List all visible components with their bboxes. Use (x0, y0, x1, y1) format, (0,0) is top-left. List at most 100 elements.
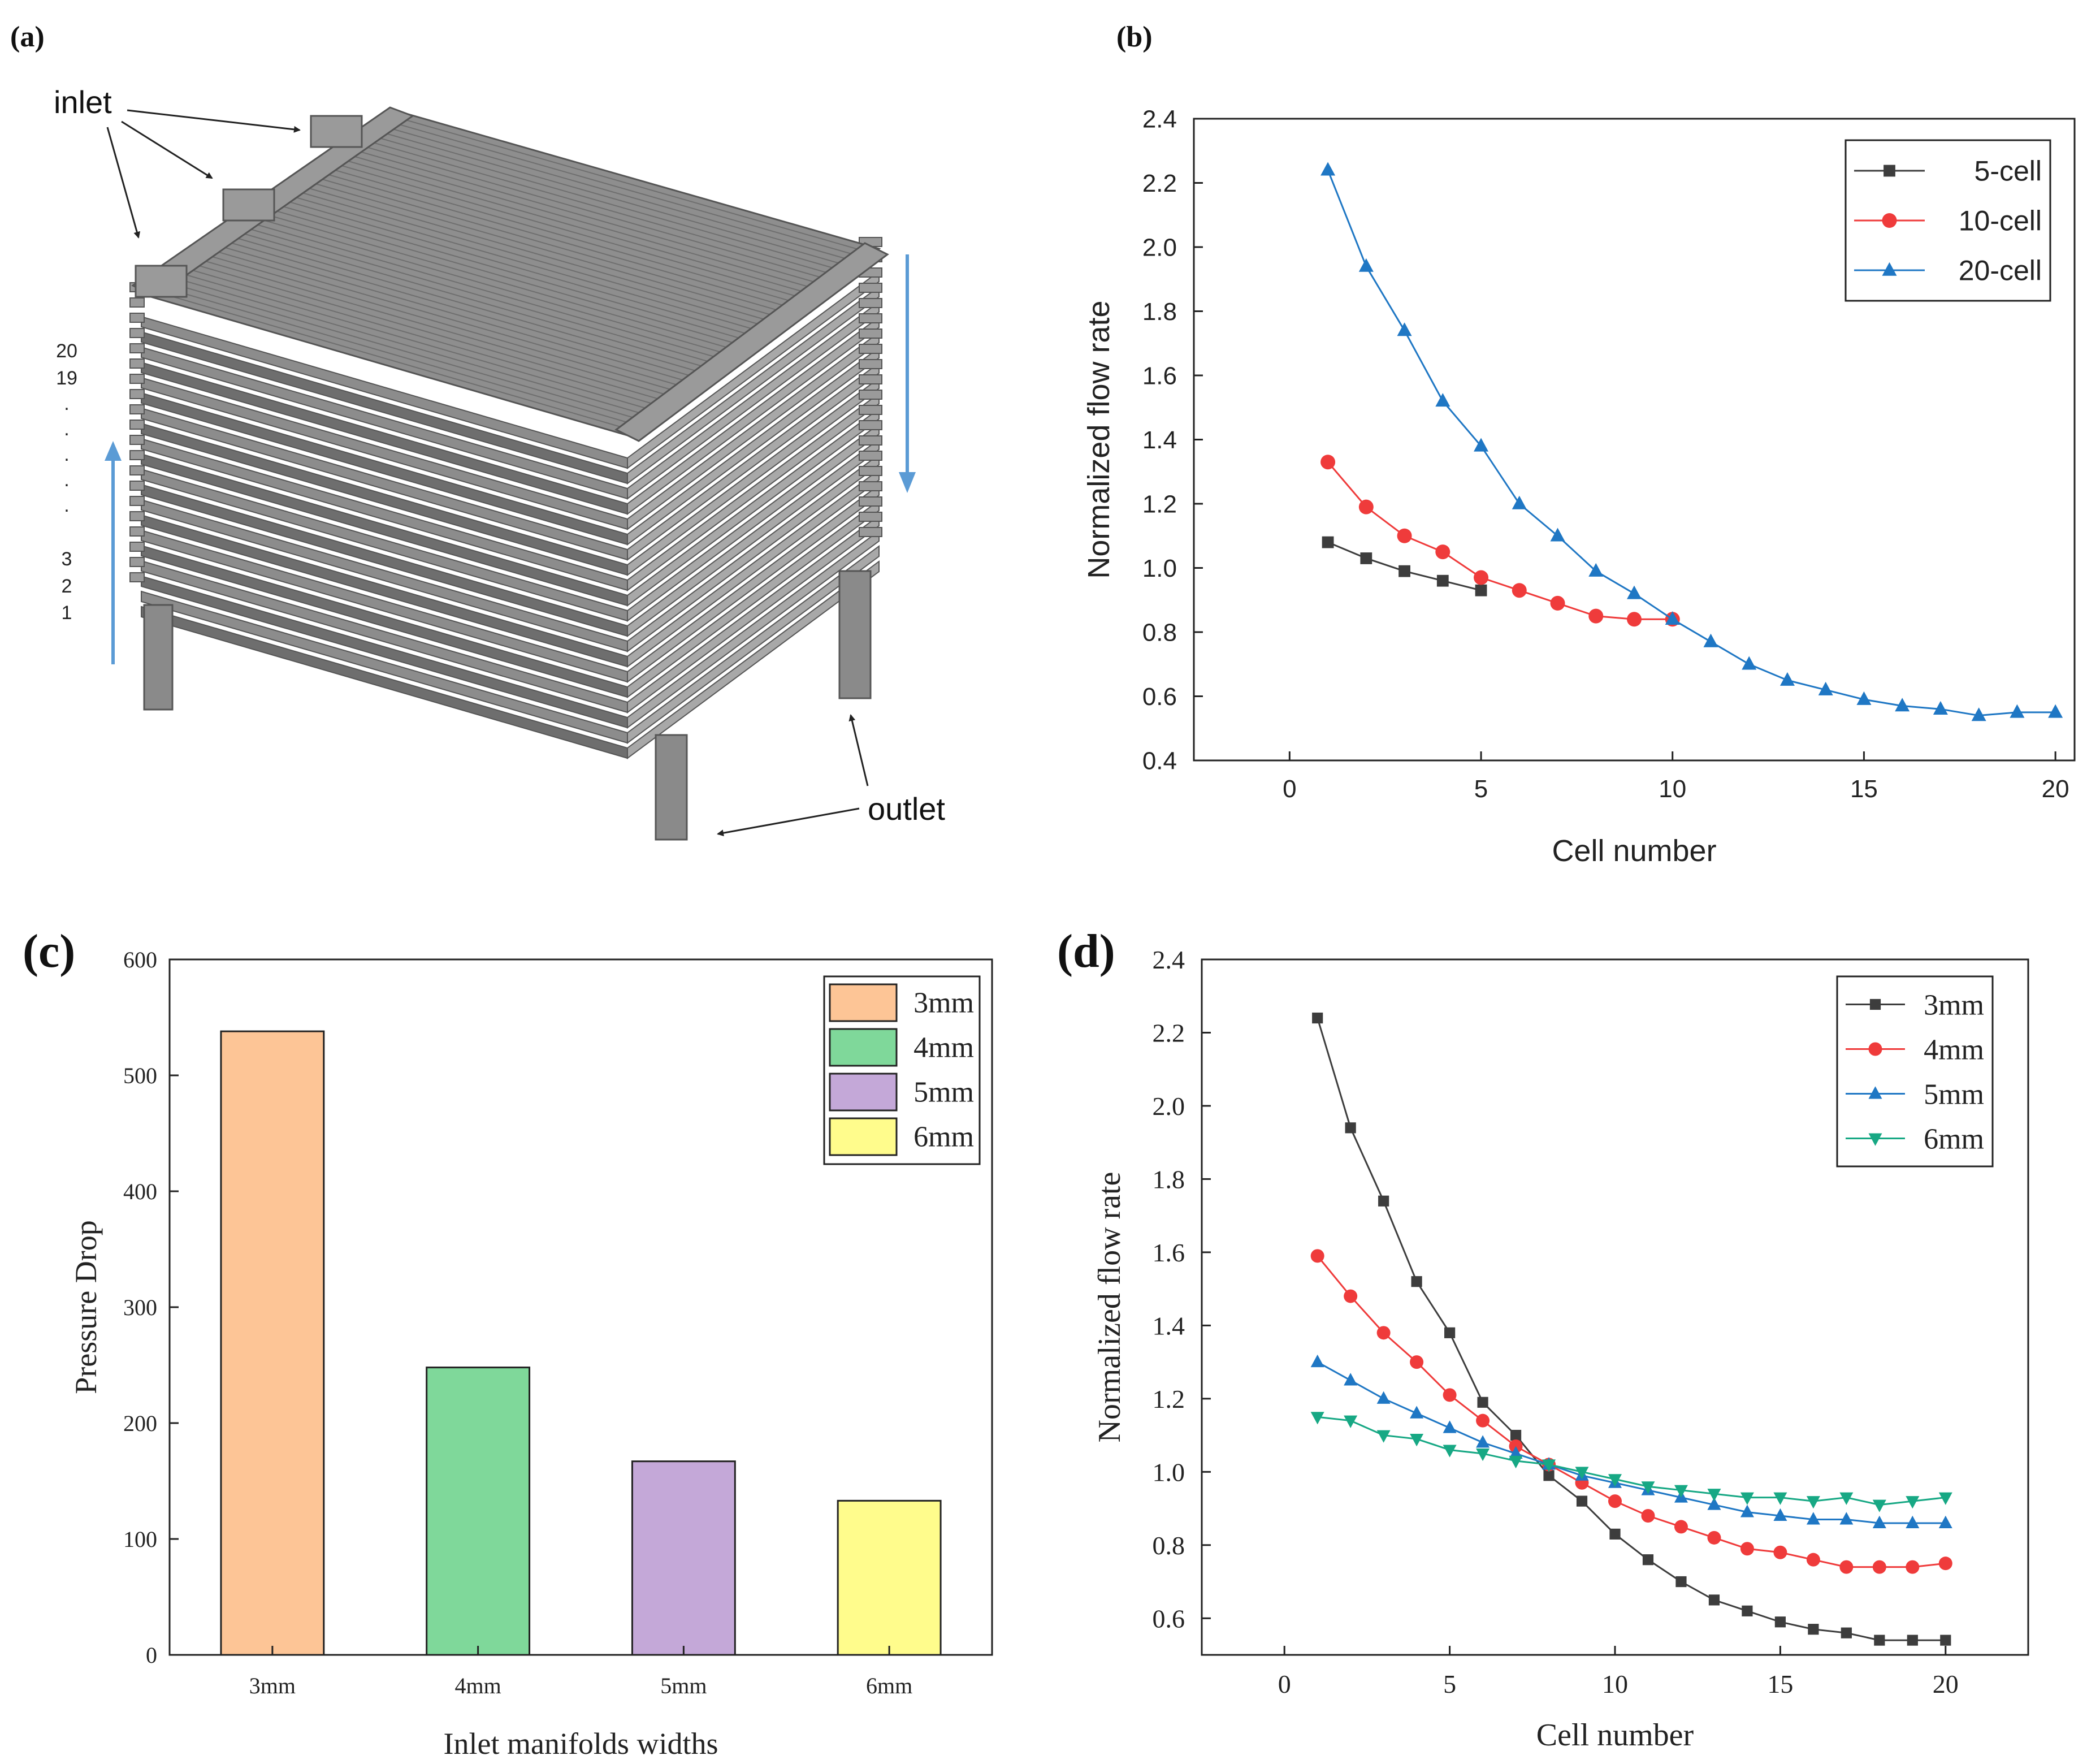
top-plate-channel (311, 176, 791, 315)
stack-plate-edge (129, 404, 145, 414)
series-line (1327, 170, 2056, 717)
data-point-marker (1510, 1429, 1522, 1441)
data-point-marker (1477, 1396, 1488, 1408)
outlet-manifold-ridge (614, 242, 889, 442)
top-plate-channel (240, 226, 722, 366)
data-point-marker (1358, 499, 1374, 514)
data-point-marker (1818, 681, 1833, 695)
panel-label-b: (b) (1116, 21, 1153, 53)
stack-plate-edge (859, 481, 882, 491)
y-tick-label: 0.6 (1153, 1604, 1185, 1633)
data-point-marker (1895, 698, 1910, 712)
y-tick-label: 2.0 (1153, 1092, 1185, 1121)
y-tick-label: 1.2 (1142, 490, 1177, 518)
data-point-marker (1588, 563, 1604, 577)
data-point-marker (1411, 1276, 1422, 1287)
stack-plate-edge (859, 435, 882, 446)
data-point-marker (1856, 691, 1872, 705)
data-point-marker (1665, 611, 1680, 625)
data-point-marker (1575, 1467, 1589, 1480)
legend-label: 4mm (1924, 1034, 1984, 1066)
legend-swatch (829, 1073, 898, 1112)
data-point-marker (1608, 1474, 1622, 1487)
data-point-marker (1345, 1122, 1356, 1134)
y-tick-label: 1.6 (1142, 362, 1177, 390)
top-plate-channel (279, 198, 760, 338)
data-point-marker (1344, 1415, 1358, 1428)
stack-plate-edge (129, 542, 145, 552)
outlet-label: outlet (868, 791, 945, 827)
data-point-marker (1476, 1435, 1490, 1448)
series-4mm (1310, 1249, 1952, 1574)
data-point-marker (1310, 1412, 1324, 1425)
data-point-marker (1868, 1133, 1882, 1146)
data-point-marker (1443, 1388, 1457, 1402)
stack-plate-side (627, 286, 880, 485)
top-plate-channel (305, 180, 785, 319)
chart-c: 0 100 200 300 400 500 600 3mm 4mm 5mm 6mm Inlet man… (69, 947, 993, 1761)
stack-plate-edge (859, 466, 882, 476)
y-tick-label: 1.4 (1142, 426, 1177, 454)
stack-plate-edge (859, 496, 882, 507)
y-tick-label: 0.4 (1142, 747, 1177, 775)
inlet-port-3 (135, 265, 188, 298)
cell-index-label: 3 (62, 548, 72, 570)
bar-5mm (631, 1460, 736, 1656)
data-point-marker (1839, 1492, 1854, 1505)
series-line (1317, 1416, 1946, 1506)
data-point-marker (1707, 1530, 1721, 1545)
x-tick-label: 20 (2042, 775, 2069, 803)
stack-plate-edge (129, 511, 145, 521)
inlet-port-1 (310, 115, 363, 148)
data-point-marker (1707, 1497, 1721, 1510)
data-point-marker (1410, 1434, 1424, 1447)
y-tick-label: 1.8 (1153, 1165, 1185, 1194)
y-tick-label: 0 (146, 1642, 157, 1668)
top-plate-channel (213, 244, 697, 385)
inlet-arrow-2 (121, 120, 213, 179)
cell-index-label: 20 (56, 340, 77, 362)
top-plate-channel (226, 235, 709, 375)
top-plate-channel (174, 271, 659, 413)
data-point-marker (1410, 1406, 1424, 1419)
top-plate-channel (259, 212, 741, 352)
x-axis-label: Cell number (1536, 1718, 1694, 1753)
y-tick-label: 1.4 (1153, 1311, 1185, 1340)
data-point-marker (1512, 495, 1527, 509)
stack-plate-edge (859, 283, 882, 293)
y-tick-label: 0.6 (1142, 683, 1177, 711)
stack-plate-side (627, 469, 880, 668)
legend-label: 4mm (913, 1032, 974, 1064)
legend-label: 5mm (913, 1076, 974, 1109)
stack-plate-edge (859, 344, 882, 354)
stack-plate-edge (129, 526, 145, 537)
data-point-marker (1443, 1420, 1457, 1433)
data-point-marker (2010, 704, 2025, 718)
top-plate-channel (345, 153, 823, 292)
legend: 3mm 4mm 5mm 6mm (823, 975, 981, 1165)
top-plate-channel (358, 144, 835, 282)
data-point-marker (1475, 584, 1487, 596)
cell-index-labels: 20 19..... 3 2 1 (56, 340, 77, 624)
data-point-marker (1742, 1605, 1753, 1616)
data-point-marker (1509, 1455, 1523, 1469)
legend-label: 3mm (913, 987, 974, 1019)
stack-plate-side (627, 484, 880, 683)
stack-leg-front (655, 734, 688, 841)
top-plate-channel (148, 289, 634, 431)
data-point-marker (1884, 165, 1895, 177)
legend: 3mm 4mm 5mm 6mm (1836, 975, 1994, 1168)
data-point-marker (1703, 633, 1718, 647)
panel-label-a: (a) (10, 21, 45, 53)
series-20-cell (1320, 162, 2063, 721)
y-axis-label: Pressure Drop (69, 1220, 103, 1394)
data-point-marker (1509, 1446, 1523, 1459)
data-point-marker (1376, 1326, 1391, 1340)
y-tick-label: 1.0 (1142, 555, 1177, 582)
data-point-marker (1627, 612, 1642, 627)
data-point-marker (1773, 1508, 1787, 1521)
y-tick-label: 1.8 (1142, 298, 1177, 326)
cell-index-label: 2 (62, 576, 72, 597)
panel-label-c: (c) (23, 925, 75, 978)
x-tick-label: 5 (1443, 1670, 1456, 1698)
